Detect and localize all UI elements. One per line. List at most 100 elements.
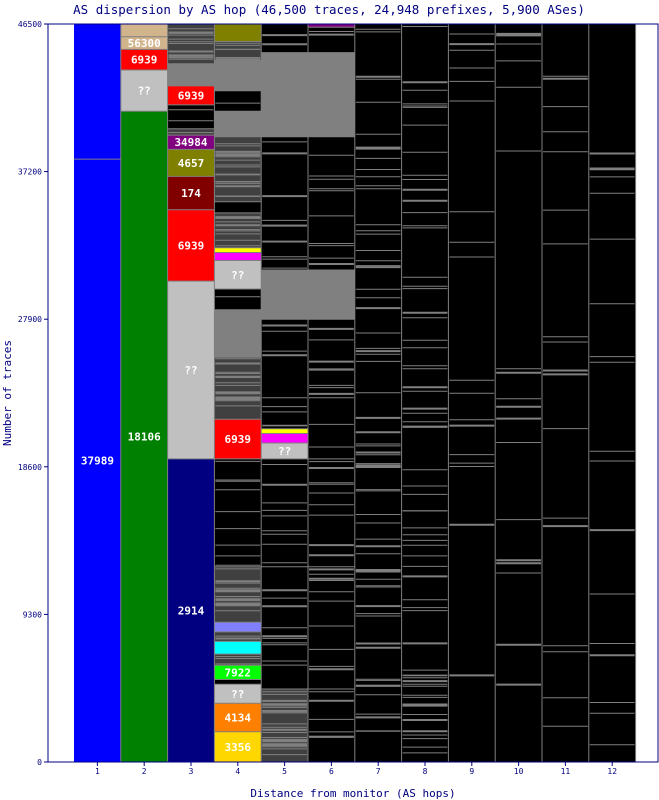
- bar-segment-hop4-10: [214, 458, 262, 567]
- bar-segment-hop6-4: [308, 270, 355, 320]
- x-tick-label-5: 5: [282, 767, 287, 776]
- bar-segment-hop3-2: [167, 209, 215, 282]
- bar-segment-hop5-7: [261, 270, 308, 320]
- x-tick-label-2: 2: [142, 767, 147, 776]
- x-tick-label-1: 1: [95, 767, 100, 776]
- segment-label-hop3: ??: [184, 364, 197, 377]
- y-tick-label-37200: 37200: [18, 168, 42, 177]
- trace-lines-layer: [74, 23, 637, 762]
- bar-segment-hop1-1: [74, 24, 121, 160]
- bar-segment-hop4-13: [214, 309, 262, 358]
- segment-label-hop2: ??: [138, 85, 151, 98]
- segment-label-hop2: 56300: [128, 37, 161, 50]
- y-tick-label-9300: 9300: [23, 610, 42, 619]
- bar-segment-hop4-6: [214, 641, 262, 655]
- bar-segment-hop5-8: [261, 136, 308, 270]
- bar-segment-hop6-1: [308, 566, 355, 689]
- bar-segment-hop3-8: [167, 85, 215, 105]
- bar-segment-hop4-9: [214, 566, 262, 623]
- bar-segment-hop5-6: [261, 319, 308, 429]
- bar-segment-hop4-11: [214, 419, 262, 459]
- segment-label-hop3: 4657: [178, 157, 205, 170]
- bar-segment-hop6-5: [308, 136, 355, 270]
- bar-segment-hop2-0: [120, 111, 168, 763]
- bar-segment-hop4-5: [214, 654, 262, 666]
- segment-label-hop3: 6939: [178, 89, 205, 102]
- bar-segment-hop3-0: [167, 458, 215, 762]
- segment-label-hop3: 174: [181, 187, 201, 200]
- bar-segment-hop4-19: [214, 201, 262, 213]
- segment-label-hop3: 34984: [174, 136, 207, 149]
- bar-segment-hop4-0: [214, 731, 262, 762]
- bar-segment-hop5-4: [261, 433, 308, 443]
- y-tick-label-0: 0: [37, 758, 42, 767]
- bar-segment-hop4-16: [214, 252, 262, 261]
- bar-segment-hop4-21: [214, 111, 262, 137]
- bar-segment-hop4-17: [214, 247, 262, 253]
- bar-segment-hop3-11: [167, 24, 215, 36]
- bar-segment-hop6-2: [308, 458, 355, 567]
- bar-segment-hop4-14: [214, 289, 262, 310]
- plot-frame: [47, 23, 659, 763]
- bar-segment-hop5-5: [261, 428, 308, 434]
- y-axis-label: Number of traces: [1, 340, 14, 446]
- x-axis-label: Distance from monitor (AS hops): [250, 787, 455, 800]
- bar-segment-hop2-2: [120, 49, 168, 70]
- segment-label-hop4: 7922: [225, 666, 252, 679]
- bar-segment-hop5-3: [261, 443, 308, 459]
- x-tick-label-3: 3: [189, 767, 194, 776]
- y-tick-label-18600: 18600: [18, 463, 42, 472]
- bar-segment-hop4-15: [214, 260, 262, 290]
- x-tick-label-8: 8: [423, 767, 428, 776]
- bar-segment-hop5-9: [261, 52, 308, 137]
- bar-segment-hop6-6: [308, 52, 355, 137]
- bar-segment-hop3-3: [167, 176, 215, 210]
- bar-segment-hop4-12: [214, 357, 262, 420]
- segment-label-hop4: 6939: [225, 433, 252, 446]
- bar-segment-hop5-10: [261, 24, 308, 53]
- bar-segment-hop5-2: [261, 458, 308, 567]
- bar-segment-hop2-4: [120, 24, 168, 37]
- bar-segment-hop8-0: [401, 24, 449, 762]
- x-tick-label-4: 4: [235, 767, 240, 776]
- segment-label-hop2: 6939: [131, 54, 158, 67]
- x-tick-label-6: 6: [329, 767, 334, 776]
- segment-label-hop4: ??: [231, 688, 244, 701]
- x-tick-label-12: 12: [607, 767, 617, 776]
- bar-segment-hop4-25: [214, 24, 262, 42]
- x-tick-label-9: 9: [469, 767, 474, 776]
- segment-label-hop4: ??: [231, 269, 244, 282]
- x-tick-label-10: 10: [514, 767, 524, 776]
- y-tick-label-27900: 27900: [18, 315, 42, 324]
- bar-segment-hop1-0: [74, 159, 121, 763]
- bar-segment-hop3-4: [167, 149, 215, 177]
- bar-segment-hop3-7: [167, 104, 215, 129]
- segment-label-hop2: 18106: [128, 431, 161, 444]
- bar-segment-hop4-2: [214, 684, 262, 704]
- bar-segment-hop4-24: [214, 41, 262, 61]
- segment-label-hop1: 37989: [81, 455, 114, 468]
- segment-label-hop5: ??: [278, 445, 291, 458]
- bar-segment-hop4-23: [214, 60, 262, 91]
- segment-label-hop3: 2914: [178, 604, 205, 617]
- bar-segment-hop6-3: [308, 319, 355, 459]
- bar-segment-hop4-3: [214, 679, 262, 685]
- bar-segment-hop11-0: [542, 24, 589, 762]
- segment-labels-layer: 37989 18106?? 6939 56300 2914?? 6939 174 4657 34…: [81, 37, 291, 754]
- segment-label-hop3: 6939: [178, 239, 205, 252]
- bar-segment-hop4-7: [214, 631, 262, 642]
- segment-label-hop4: 3356: [225, 741, 252, 754]
- chart-title: AS dispersion by AS hop (46,500 traces, …: [73, 2, 585, 17]
- bar-segment-hop12-0: [588, 24, 636, 762]
- bar-segment-hop4-8: [214, 622, 262, 632]
- bar-segment-hop4-22: [214, 90, 262, 112]
- bar-segment-hop2-1: [120, 70, 168, 112]
- bar-segment-hop6-8: [308, 24, 355, 28]
- bar-segment-hop2-3: [120, 36, 168, 50]
- bar-segment-hop10-0: [495, 24, 542, 762]
- bar-segment-hop3-1: [167, 281, 215, 459]
- bar-segment-hop3-5: [167, 135, 215, 150]
- bar-segment-hop3-9: [167, 63, 215, 86]
